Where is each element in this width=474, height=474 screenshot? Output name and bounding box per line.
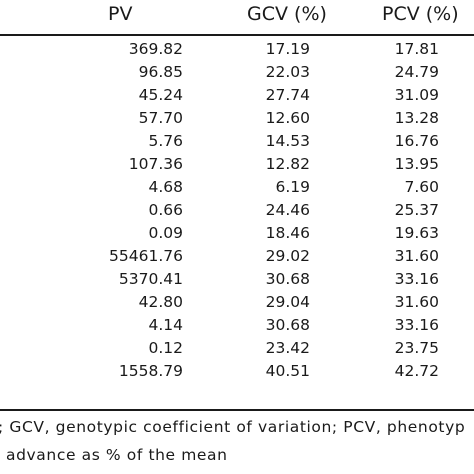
column-header-pcv: PCV (%)	[382, 3, 459, 25]
table-row: 5.76 14.53 16.76	[0, 131, 474, 154]
cell-gcv: 30.68	[265, 316, 310, 334]
cell-gcv: 6.19	[275, 178, 310, 196]
cell-gcv: 14.53	[265, 132, 310, 150]
table-row: 107.36 12.82 13.95	[0, 154, 474, 177]
cell-pv: 0.12	[148, 339, 183, 357]
cell-gcv: 12.60	[265, 109, 310, 127]
cell-pcv: 13.95	[394, 155, 439, 173]
cell-pcv: 25.37	[394, 201, 439, 219]
cell-pcv: 16.76	[394, 132, 439, 150]
cell-pcv: 31.09	[394, 86, 439, 104]
table-row: 0.09 18.46 19.63	[0, 223, 474, 246]
table-row: 55461.76 29.02 31.60	[0, 246, 474, 269]
table-row: 42.80 29.04 31.60	[0, 292, 474, 315]
cell-gcv: 18.46	[265, 224, 310, 242]
cell-pv: 45.24	[138, 86, 183, 104]
header-divider	[0, 34, 474, 36]
cell-pcv: 33.16	[394, 270, 439, 288]
table-row: 4.68 6.19 7.60	[0, 177, 474, 200]
cell-pv: 1558.79	[118, 362, 183, 380]
cell-gcv: 22.03	[265, 63, 310, 81]
table-row: 0.66 24.46 25.37	[0, 200, 474, 223]
table-row: 57.70 12.60 13.28	[0, 108, 474, 131]
cell-pcv: 42.72	[394, 362, 439, 380]
cell-gcv: 29.02	[265, 247, 310, 265]
cell-pcv: 31.60	[394, 247, 439, 265]
table-row: 1558.79 40.51 42.72	[0, 361, 474, 384]
table-row: 5370.41 30.68 33.16	[0, 269, 474, 292]
table-row: 4.14 30.68 33.16	[0, 315, 474, 338]
cell-gcv: 27.74	[265, 86, 310, 104]
cell-pv: 0.66	[148, 201, 183, 219]
footnote-line-1: ; GCV, genotypic coefficient of variatio…	[0, 418, 466, 436]
cell-gcv: 24.46	[265, 201, 310, 219]
cell-pcv: 24.79	[394, 63, 439, 81]
cell-gcv: 29.04	[265, 293, 310, 311]
cell-pcv: 19.63	[394, 224, 439, 242]
cell-pv: 5370.41	[118, 270, 183, 288]
cell-pv: 96.85	[138, 63, 183, 81]
cell-pv: 107.36	[128, 155, 183, 173]
cell-gcv: 23.42	[265, 339, 310, 357]
table-header: PV GCV (%) PCV (%)	[0, 0, 474, 32]
column-header-gcv: GCV (%)	[247, 3, 327, 25]
cell-pv: 5.76	[148, 132, 183, 150]
cell-gcv: 17.19	[265, 40, 310, 58]
table-row: 45.24 27.74 31.09	[0, 85, 474, 108]
cell-pcv: 33.16	[394, 316, 439, 334]
cell-pcv: 31.60	[394, 293, 439, 311]
cell-pcv: 13.28	[394, 109, 439, 127]
table-bottom-divider	[0, 409, 474, 411]
cell-pv: 4.14	[148, 316, 183, 334]
table-row: 0.12 23.42 23.75	[0, 338, 474, 361]
footnote-line-2: advance as % of the mean	[6, 446, 228, 464]
table-row: 96.85 22.03 24.79	[0, 62, 474, 85]
cell-pv: 369.82	[128, 40, 183, 58]
cell-pv: 57.70	[138, 109, 183, 127]
cell-pv: 42.80	[138, 293, 183, 311]
cell-pv: 55461.76	[109, 247, 183, 265]
cell-pcv: 17.81	[394, 40, 439, 58]
cell-pv: 0.09	[148, 224, 183, 242]
cell-gcv: 40.51	[265, 362, 310, 380]
column-header-pv: PV	[108, 3, 133, 25]
cell-gcv: 30.68	[265, 270, 310, 288]
cell-pcv: 7.60	[404, 178, 439, 196]
table-body: 369.82 17.19 17.81 96.85 22.03 24.79 45.24 27.7…	[0, 39, 474, 384]
cell-pv: 4.68	[148, 178, 183, 196]
cell-pcv: 23.75	[394, 339, 439, 357]
table-row: 369.82 17.19 17.81	[0, 39, 474, 62]
cell-gcv: 12.82	[265, 155, 310, 173]
